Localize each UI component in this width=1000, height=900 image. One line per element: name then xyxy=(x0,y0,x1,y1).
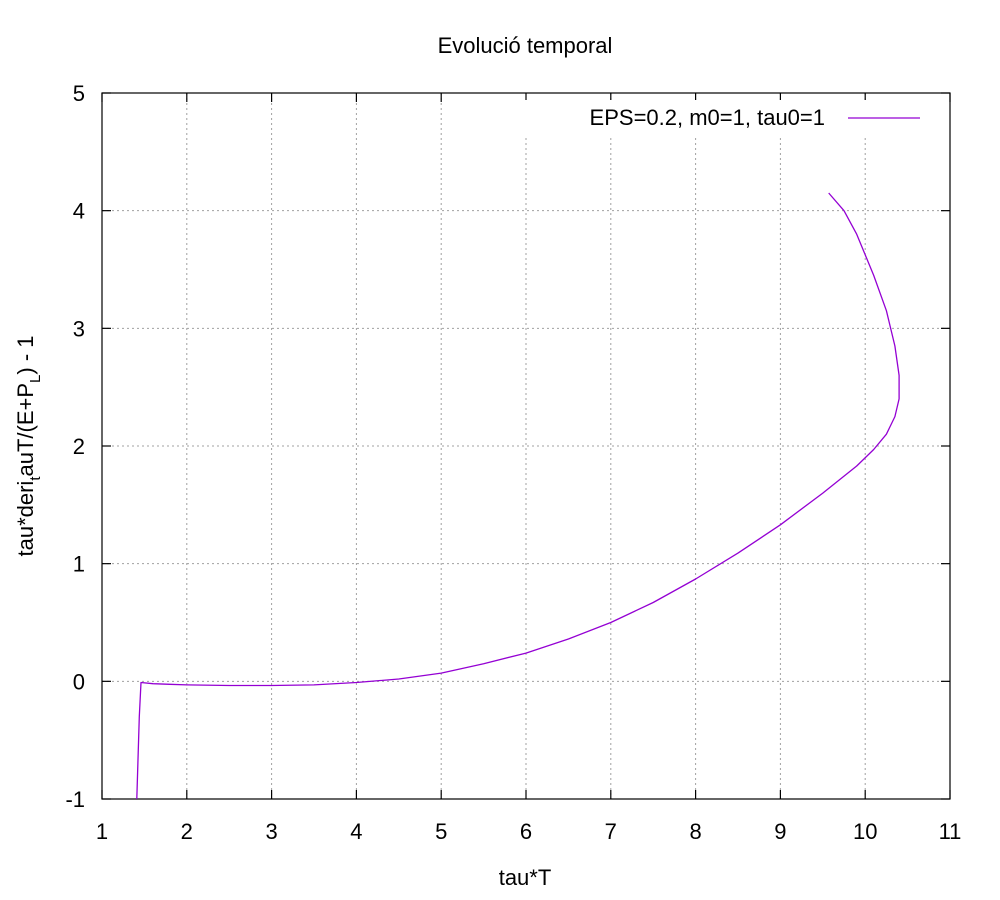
series-layer xyxy=(136,192,900,800)
legend: EPS=0.2, m0=1, tau0=1 xyxy=(520,100,940,136)
y-tick-label: 0 xyxy=(73,669,85,694)
chart-title: Evolució temporal xyxy=(438,33,613,58)
y-tick-label: 4 xyxy=(73,199,85,224)
y-tick-label: 2 xyxy=(73,434,85,459)
x-tick-label: 11 xyxy=(939,819,962,844)
y-tick-label: 3 xyxy=(73,316,85,341)
y-label-part-mid: auT/(E+P xyxy=(13,383,38,477)
x-tick-label: 3 xyxy=(265,819,277,844)
x-tick-label: 9 xyxy=(774,819,786,844)
y-axis-label: tau*deritauT/(E+PL) - 1 xyxy=(13,335,44,556)
y-label-part-main: tau*deri xyxy=(13,481,38,557)
y-label-sub-t: t xyxy=(27,476,44,481)
grid xyxy=(102,93,950,799)
x-axis-label: tau*T xyxy=(499,865,552,890)
legend-label: EPS=0.2, m0=1, tau0=1 xyxy=(590,105,825,130)
x-tick-label: 8 xyxy=(689,819,701,844)
x-tick-label: 5 xyxy=(435,819,447,844)
x-tick-label: 6 xyxy=(520,819,532,844)
x-tick-label: 10 xyxy=(853,819,877,844)
y-tick-label: 1 xyxy=(73,552,85,577)
x-tick-label: 2 xyxy=(181,819,193,844)
y-label-part-end: ) - 1 xyxy=(13,335,38,374)
y-label-sub-L: L xyxy=(27,375,44,383)
x-tick-label: 7 xyxy=(605,819,617,844)
series-line-0 xyxy=(136,192,900,800)
axis-ticks: 1 2 3 4 5 6 7 8 9 10 11 -1 0 1 2 3 4 5 xyxy=(65,81,961,844)
y-tick-label: -1 xyxy=(65,787,85,812)
y-tick-label: 5 xyxy=(73,81,85,106)
x-tick-label: 1 xyxy=(96,819,108,844)
x-tick-label: 4 xyxy=(350,819,362,844)
plot-frame xyxy=(101,92,951,800)
